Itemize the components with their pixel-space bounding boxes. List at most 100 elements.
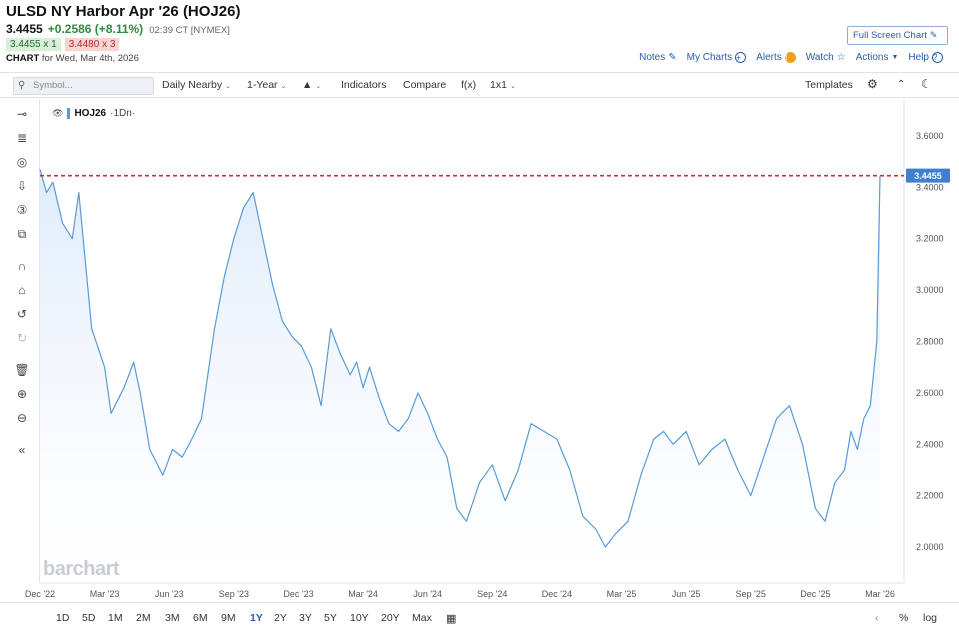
range-9m[interactable]: 9M	[221, 612, 236, 624]
full-screen-chart-button[interactable]: Full Screen Chart ✎	[847, 26, 948, 45]
shape-tool-icon[interactable]: ◎	[16, 155, 28, 169]
magnet-icon[interactable]: ∩	[17, 259, 27, 273]
eye-icon[interactable]: 👁	[52, 108, 64, 118]
range-5d[interactable]: 5D	[82, 612, 96, 624]
my-charts-link[interactable]: My Charts +	[687, 52, 747, 63]
alerts-label: Alerts	[756, 52, 782, 63]
y-tick-label: 3.0000	[916, 285, 944, 295]
help-link[interactable]: Help?	[908, 52, 943, 63]
collapse-icon[interactable]: ⌃	[897, 79, 906, 90]
redo-icon[interactable]: ↻	[16, 331, 28, 345]
range-20y[interactable]: 20Y	[381, 612, 400, 624]
caret-down-icon: ▼	[891, 54, 899, 61]
undo-icon[interactable]: ↺	[16, 307, 28, 321]
chevron-down-icon: ⌄	[225, 83, 231, 90]
pattern-tool-icon[interactable]: ⧉	[17, 227, 27, 241]
y-tick-label: 2.4000	[916, 439, 944, 449]
last-price: 3.4455	[6, 22, 43, 36]
actions-menu[interactable]: Actions ▼	[856, 52, 899, 63]
my-charts-label: My Charts	[686, 52, 733, 63]
symbol-search-input[interactable]: ⚲ Symbol...	[13, 77, 154, 95]
legend-frequency: ·1Dn·	[110, 108, 136, 119]
compare-button[interactable]: Compare	[403, 79, 447, 91]
range-1d[interactable]: 1D	[56, 612, 70, 624]
range-3m[interactable]: 3M	[165, 612, 180, 624]
plus-circle-icon: +	[735, 52, 747, 63]
x-tick-label: Jun '24	[413, 589, 442, 599]
log-toggle[interactable]: log	[923, 612, 938, 624]
dark-mode-icon[interactable]: ☾	[921, 77, 932, 91]
gear-icon[interactable]: ⚙	[867, 77, 878, 91]
range-2m[interactable]: 2M	[136, 612, 151, 624]
aggregation-dropdown[interactable]: Daily Nearby ⌄	[162, 79, 231, 91]
x-tick-label: Dec '22	[25, 589, 55, 599]
page-title: ULSD NY Harbor Apr '26 (HOJ26)	[6, 3, 241, 20]
x-tick-label: Dec '24	[542, 589, 572, 599]
bid-ask: 3.4455 x 1 3.4480 x 3	[6, 38, 120, 51]
barchart-watermark: barchart	[43, 558, 120, 580]
indicators-button[interactable]: Indicators	[341, 79, 387, 91]
full-screen-label: Full Screen Chart	[853, 30, 927, 41]
x-tick-label: Dec '25	[800, 589, 830, 599]
alerts-link[interactable]: Alerts!	[756, 52, 796, 63]
chart-type-dropdown[interactable]: ▲ ⌄	[302, 79, 321, 91]
chart-date: for Wed, Mar 4th, 2026	[41, 53, 139, 64]
price-area	[40, 169, 880, 583]
series-color-swatch	[67, 108, 71, 119]
fx-button[interactable]: f(x)	[461, 79, 477, 91]
period-dropdown[interactable]: 1-Year ⌄	[247, 79, 286, 91]
actions-label: Actions	[855, 52, 889, 63]
legend-symbol: HOJ26	[74, 108, 107, 119]
x-tick-label: Mar '23	[90, 589, 120, 599]
zoom-out-icon[interactable]: ⊖	[16, 411, 28, 425]
range-2y[interactable]: 2Y	[274, 612, 287, 624]
x-tick-label: Sep '25	[736, 589, 766, 599]
layout-dropdown[interactable]: 1x1 ⌄	[490, 79, 516, 91]
fib-tool-icon[interactable]: ≣	[16, 131, 28, 145]
quote-line: 3.4455 +0.2586 (+8.11%) 02:39 CT [NYMEX]	[6, 22, 230, 36]
watch-link[interactable]: Watch ☆	[806, 52, 846, 63]
pencil-icon: ✎	[929, 30, 938, 40]
x-tick-label: Jun '25	[672, 589, 701, 599]
y-tick-label: 2.2000	[916, 491, 944, 501]
range-6m[interactable]: 6M	[193, 612, 208, 624]
chart-legend: 👁 HOJ26 ·1Dn·	[52, 108, 135, 119]
price-change: +0.2586 (+8.11%)	[47, 22, 144, 36]
count-tool-icon[interactable]: ③	[16, 203, 28, 217]
y-tick-label: 2.6000	[916, 388, 944, 398]
percent-toggle[interactable]: %	[899, 612, 909, 624]
scroll-left-icon[interactable]: ‹	[875, 612, 879, 624]
notes-link[interactable]: Notes ✎	[639, 52, 677, 63]
price-line	[39, 169, 881, 548]
x-tick-label: Sep '23	[219, 589, 249, 599]
alert-icon: !	[784, 52, 796, 63]
trash-icon[interactable]: 🗑	[14, 363, 30, 377]
area-chart-icon: ▲	[302, 79, 313, 91]
range-5y[interactable]: 5Y	[324, 612, 337, 624]
aggregation-label: Daily Nearby	[162, 79, 223, 91]
chevron-down-icon: ⌄	[509, 83, 516, 90]
range-1m[interactable]: 1M	[108, 612, 123, 624]
range-selector: 1D 5D 1M 2M 3M 6M 9M 1Y 2Y 3Y 5Y 10Y 20Y…	[0, 602, 959, 633]
chevron-down-icon: ⌄	[280, 83, 287, 90]
watch-label: Watch	[805, 52, 834, 63]
calendar-icon[interactable]: ▦	[446, 613, 457, 625]
x-tick-label: Sep '24	[477, 589, 507, 599]
range-max[interactable]: Max	[412, 612, 432, 624]
templates-button[interactable]: Templates	[805, 79, 853, 91]
lock-icon[interactable]: ⌂	[18, 283, 26, 297]
last-price-tag	[906, 168, 950, 183]
last-price-label: 3.4455	[914, 171, 942, 181]
range-1y[interactable]: 1Y	[250, 612, 263, 624]
range-3y[interactable]: 3Y	[299, 612, 312, 624]
y-tick-label: 3.4000	[916, 182, 944, 192]
chart-date-line: CHART for Wed, Mar 4th, 2026	[6, 53, 139, 64]
arrow-tool-icon[interactable]: ⇩	[16, 179, 28, 193]
crosshair-tool-icon[interactable]: ⊸	[16, 107, 28, 121]
range-10y[interactable]: 10Y	[350, 612, 369, 624]
drawing-tools-sidebar: ⊸ ≣ ◎ ⇩ ③ ⧉ ∩ ⌂ ↺ ↻ 🗑 ⊕ ⊖ «	[0, 100, 38, 480]
collapse-sidebar-icon[interactable]: «	[18, 443, 26, 457]
zoom-in-icon[interactable]: ⊕	[16, 387, 28, 401]
x-tick-label: Mar '26	[865, 589, 895, 599]
